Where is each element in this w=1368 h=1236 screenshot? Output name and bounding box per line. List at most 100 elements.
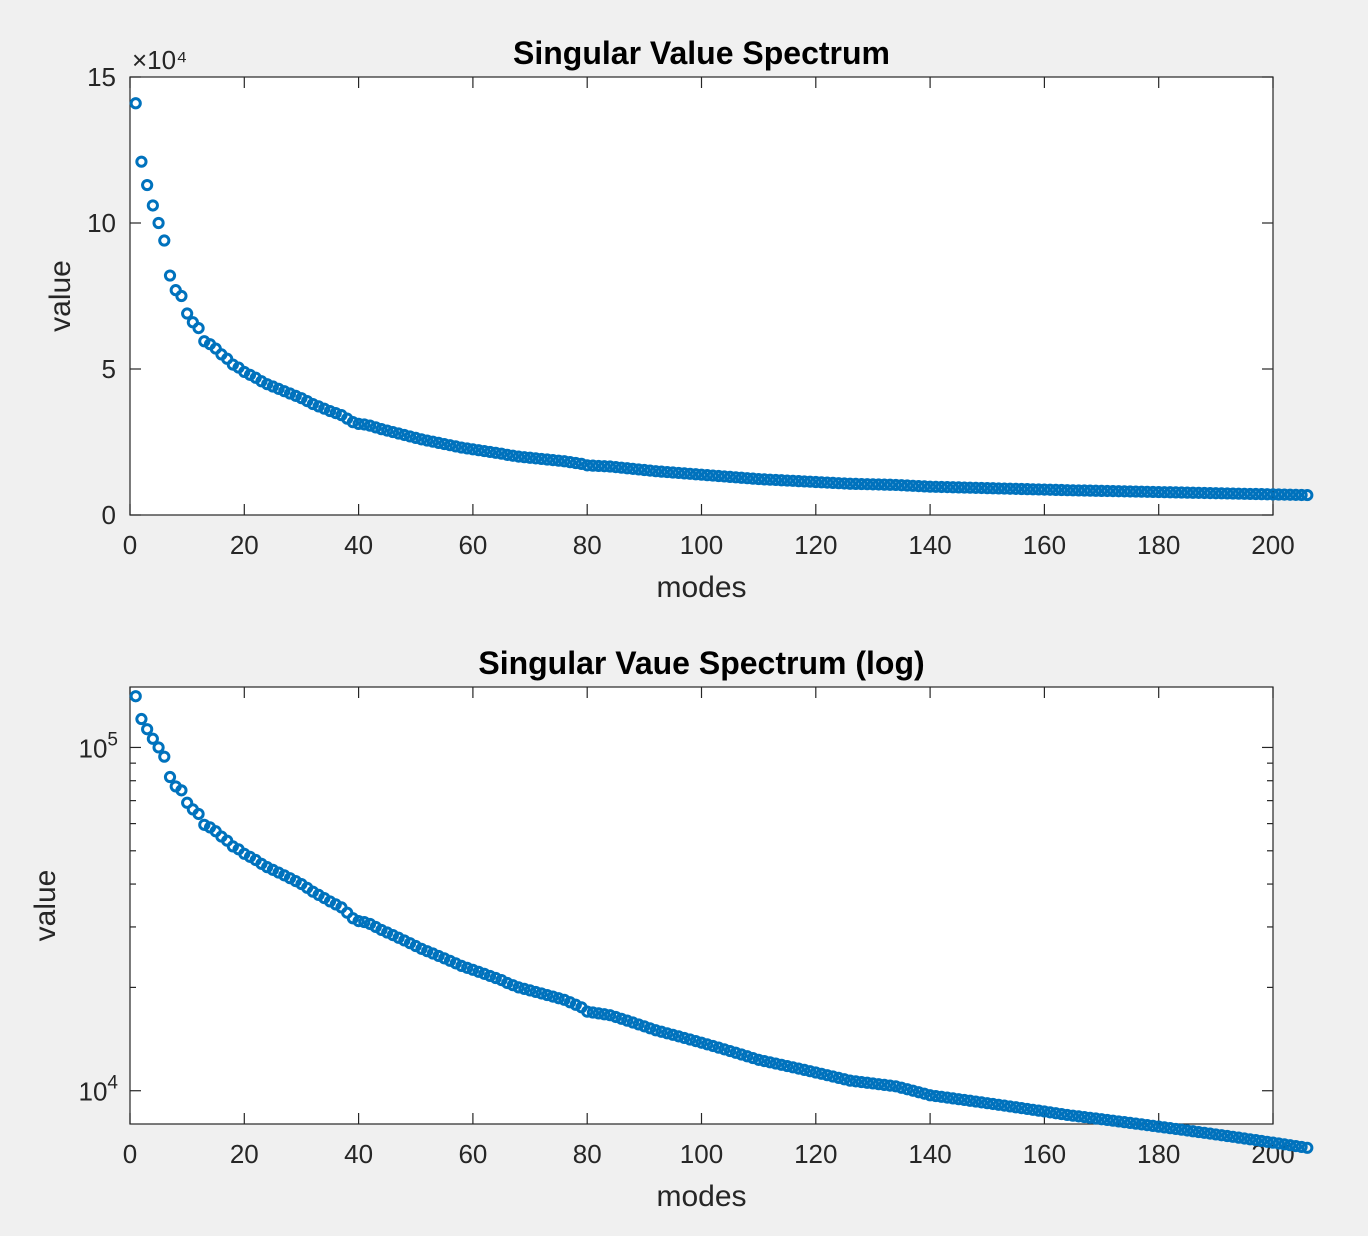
data-point bbox=[581, 1005, 594, 1018]
data-point bbox=[1169, 486, 1182, 499]
data-point bbox=[1066, 484, 1080, 497]
data-point bbox=[838, 1073, 851, 1086]
data-point bbox=[1124, 485, 1137, 498]
data-point bbox=[1301, 488, 1314, 502]
data-point bbox=[683, 1033, 697, 1046]
data-point bbox=[1061, 1108, 1074, 1122]
data-point bbox=[1209, 1128, 1222, 1141]
data-point bbox=[518, 451, 531, 464]
data-point bbox=[781, 1059, 794, 1073]
data-point bbox=[135, 155, 148, 168]
data-point bbox=[129, 690, 142, 703]
data-point bbox=[409, 431, 422, 445]
data-point bbox=[723, 470, 737, 483]
y-tick-label: 0 bbox=[102, 500, 116, 530]
y-exponent-label: ×10⁴ bbox=[132, 45, 187, 75]
data-point bbox=[421, 945, 434, 958]
data-point bbox=[501, 448, 514, 461]
data-point bbox=[758, 473, 771, 486]
data-point bbox=[1004, 1100, 1017, 1113]
data-point bbox=[1198, 1126, 1211, 1139]
data-point bbox=[615, 461, 628, 474]
data-point bbox=[1181, 486, 1194, 499]
data-point bbox=[1141, 1119, 1154, 1132]
data-point bbox=[558, 455, 571, 468]
data-point bbox=[152, 741, 165, 754]
data-point bbox=[541, 988, 554, 1002]
data-point bbox=[1272, 488, 1285, 501]
data-point bbox=[929, 1089, 942, 1103]
data-point bbox=[889, 1080, 902, 1093]
ticks-linear: 0 20 40 60 80 100 120 140 160 180 200 0 5 10 15 bbox=[87, 62, 1295, 560]
data-point bbox=[695, 468, 708, 481]
data-point bbox=[403, 430, 417, 443]
data-point bbox=[1106, 1114, 1120, 1127]
data-point bbox=[912, 479, 925, 493]
data-point bbox=[838, 477, 851, 490]
data-point bbox=[575, 457, 588, 470]
data-point bbox=[609, 1010, 622, 1024]
data-point bbox=[718, 470, 731, 483]
data-point bbox=[729, 1046, 742, 1059]
x-tick-label: 120 bbox=[794, 530, 837, 560]
data-point bbox=[906, 479, 920, 492]
data-point bbox=[929, 480, 942, 493]
data-point bbox=[1112, 485, 1125, 498]
data-point bbox=[546, 454, 560, 467]
data-point bbox=[1249, 1134, 1262, 1147]
data-point bbox=[1124, 1116, 1137, 1129]
data-point bbox=[1261, 488, 1274, 501]
data-point bbox=[175, 289, 188, 303]
data-point bbox=[952, 1093, 965, 1106]
data-point bbox=[546, 990, 560, 1003]
x-tick-label: 0 bbox=[123, 1139, 137, 1169]
data-point bbox=[792, 1062, 805, 1075]
x-tick-label: 180 bbox=[1137, 1139, 1180, 1169]
data-point bbox=[598, 1008, 611, 1021]
data-point bbox=[466, 963, 479, 976]
data-point bbox=[1295, 1140, 1308, 1154]
data-point bbox=[655, 465, 668, 478]
data-point bbox=[592, 1007, 605, 1020]
data-point bbox=[426, 435, 439, 448]
data-point bbox=[563, 456, 577, 469]
data-point bbox=[455, 441, 468, 454]
x-tick-label: 100 bbox=[680, 530, 723, 560]
data-point bbox=[329, 406, 342, 420]
data-point bbox=[689, 468, 702, 481]
data-point bbox=[746, 1051, 760, 1065]
data-point bbox=[758, 1054, 771, 1068]
data-point bbox=[346, 416, 359, 429]
data-point bbox=[912, 1086, 925, 1099]
data-point bbox=[786, 1061, 800, 1074]
data-point bbox=[1278, 488, 1291, 501]
chart-title-linear: Singular Value Spectrum bbox=[513, 35, 890, 71]
plot-area-log bbox=[129, 686, 1274, 1125]
data-point bbox=[1255, 488, 1268, 501]
y-axis-label-log: value bbox=[29, 870, 62, 942]
data-point bbox=[1026, 1103, 1040, 1116]
data-point bbox=[323, 404, 337, 418]
data-point bbox=[981, 1097, 994, 1110]
data-point bbox=[964, 481, 977, 494]
data-point bbox=[826, 476, 840, 489]
data-point bbox=[986, 1097, 1000, 1111]
data-point bbox=[678, 1031, 691, 1045]
data-point bbox=[1278, 1138, 1291, 1151]
data-point bbox=[369, 421, 382, 434]
data-point bbox=[483, 969, 497, 983]
data-point bbox=[1032, 483, 1045, 496]
data-point bbox=[821, 1069, 834, 1082]
data-point bbox=[443, 439, 457, 452]
data-point bbox=[878, 1078, 891, 1091]
data-point bbox=[621, 462, 634, 475]
data-point bbox=[655, 1025, 668, 1038]
data-point bbox=[632, 463, 645, 476]
x-tick-label: 160 bbox=[1023, 1139, 1066, 1169]
data-point bbox=[1089, 1112, 1102, 1125]
data-point bbox=[1049, 483, 1062, 496]
data-point bbox=[1015, 482, 1028, 496]
data-point bbox=[832, 1071, 845, 1084]
x-tick-label: 40 bbox=[344, 530, 373, 560]
